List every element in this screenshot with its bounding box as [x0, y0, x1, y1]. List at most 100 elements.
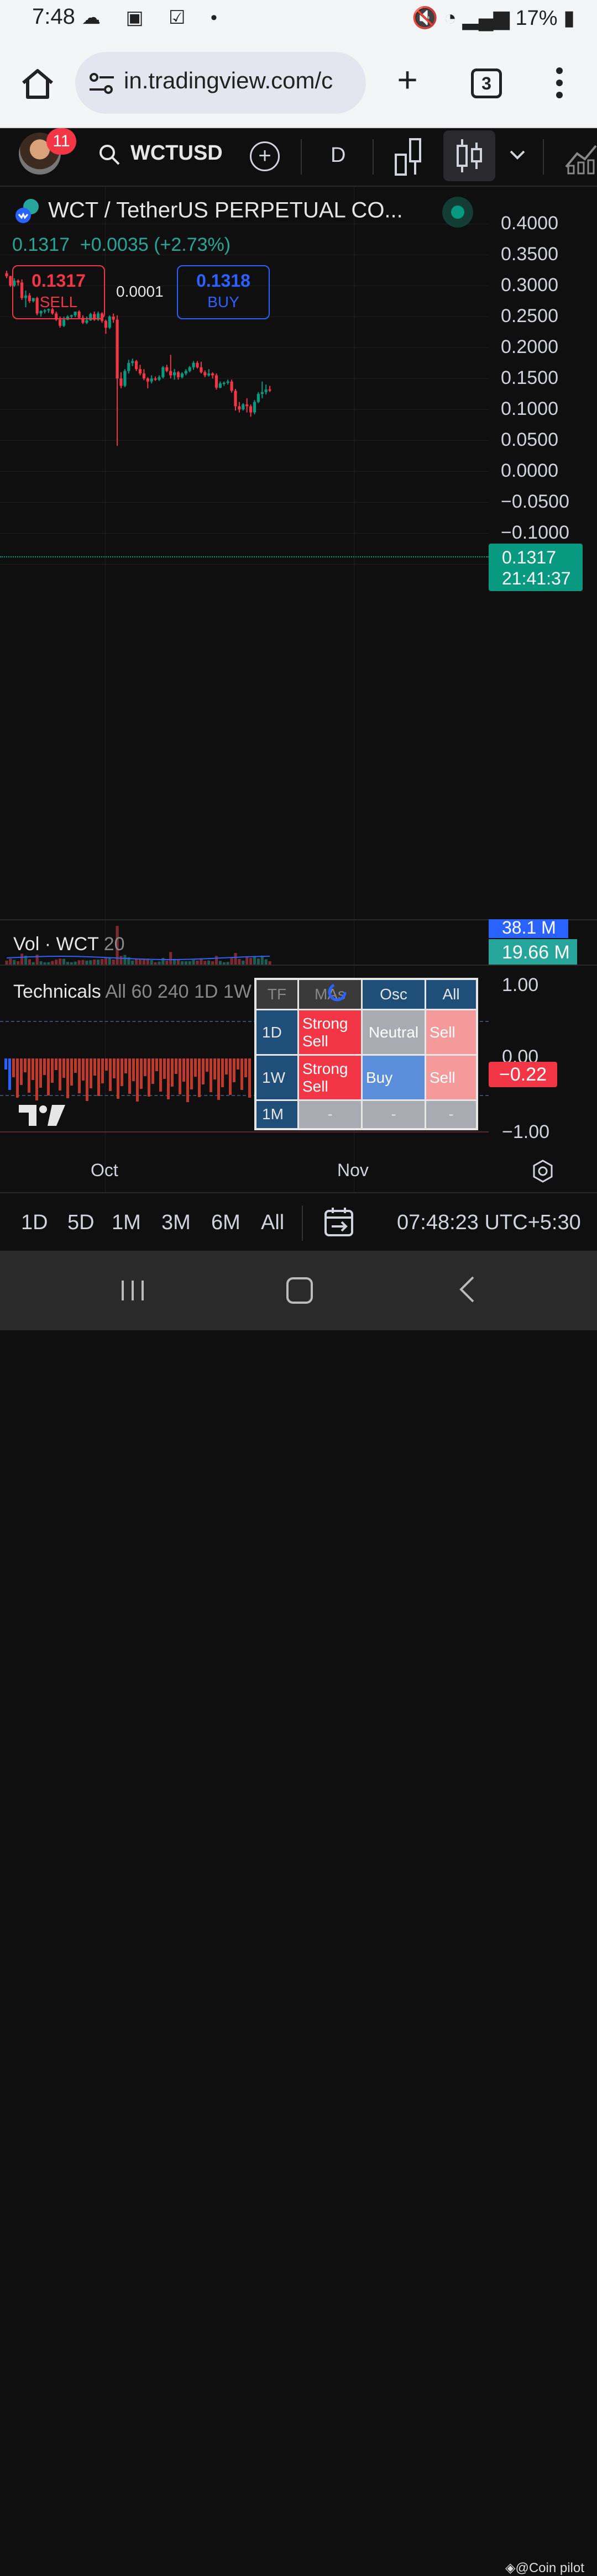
volume-bar [184, 961, 187, 965]
home-nav-icon[interactable] [286, 1277, 313, 1304]
candle-body [226, 381, 229, 383]
watermark: ◈@Coin pilot [505, 2560, 584, 2576]
candle-body [142, 373, 145, 378]
site-settings-icon[interactable] [88, 72, 115, 96]
symbol-search[interactable]: WCTUSD [130, 141, 223, 165]
technicals-bar [39, 1058, 42, 1088]
volume-bar [119, 956, 123, 965]
volume-bar [203, 961, 207, 965]
technicals-bar [210, 1058, 212, 1092]
time-axis-nov: Nov [337, 1160, 369, 1180]
browser-menu-icon[interactable] [553, 65, 566, 101]
candle-body [146, 378, 149, 382]
signal-icon: ▂▄▆ [462, 7, 510, 30]
volume-bar [264, 959, 268, 965]
technicals-table: TF MAs Osc All 1D Strong Sell Neutral Se… [254, 978, 478, 1130]
tab-switcher-button[interactable]: 3 [471, 69, 502, 98]
candle-body [24, 295, 28, 298]
pane-divider[interactable] [0, 965, 597, 966]
candle-body [9, 276, 12, 286]
candle-body [268, 389, 271, 391]
candle-body [77, 312, 81, 318]
go-to-date-icon[interactable] [324, 1207, 354, 1237]
technicals-bar [194, 1058, 197, 1077]
last-price: 0.1317 [12, 234, 70, 255]
candle-body [211, 373, 214, 376]
url-text[interactable]: in.tradingview.com/c [124, 67, 333, 93]
status-time: 7:48 [32, 4, 75, 29]
volume-bar [5, 960, 8, 965]
sell-button[interactable]: 0.1317 SELL [12, 265, 105, 319]
volume-bar [104, 957, 107, 965]
volume-bar [150, 960, 153, 965]
candlestick-chart[interactable] [0, 187, 489, 920]
row-tf: 1W [254, 1054, 299, 1101]
range-5d[interactable]: 5D [67, 1211, 95, 1234]
compare-add-button[interactable]: + [250, 141, 280, 171]
search-icon[interactable] [98, 144, 121, 166]
tech-axis-top: 1.00 [502, 974, 539, 995]
candle-body [256, 394, 260, 402]
grid-line [0, 471, 489, 472]
symbol-title[interactable]: WCT / TetherUS PERPETUAL CO... [48, 198, 403, 223]
candle-body [165, 367, 169, 371]
home-icon[interactable] [20, 66, 55, 102]
candle-body [5, 273, 8, 277]
volume-bar [89, 960, 92, 965]
grid-line [0, 347, 489, 348]
market-status-icon[interactable] [442, 197, 473, 228]
volume-bar [62, 958, 66, 965]
technicals-bar [62, 1058, 65, 1078]
range-6m[interactable]: 6M [211, 1211, 240, 1234]
candle-body [81, 318, 85, 323]
range-all[interactable]: All [261, 1211, 285, 1234]
volume-legend[interactable]: Vol · WCT 20 [13, 934, 125, 955]
volume-bar [249, 958, 253, 965]
watermark-text: Coin pilot [528, 2561, 584, 2575]
new-tab-button[interactable]: + [397, 60, 418, 99]
technicals-bar [8, 1058, 11, 1090]
technicals-bar [182, 1058, 185, 1082]
bar-chart-type-icon[interactable] [394, 136, 427, 177]
interval-button[interactable]: D [331, 144, 346, 167]
candle-body [55, 313, 58, 320]
range-3m[interactable]: 3M [161, 1211, 191, 1234]
range-1d[interactable]: 1D [21, 1211, 48, 1234]
volume-bar [127, 957, 130, 965]
volume-bar [51, 961, 54, 965]
volume-length: 20 [103, 934, 125, 955]
technicals-bar [136, 1058, 139, 1102]
technicals-bar [117, 1058, 119, 1099]
volume-bar [242, 960, 245, 965]
recent-apps-icon[interactable] [121, 1279, 145, 1302]
volume-bar [32, 962, 35, 965]
candle-body [28, 295, 31, 301]
technicals-bar [225, 1058, 228, 1074]
area-chart-icon[interactable] [565, 139, 597, 175]
technicals-bar [132, 1058, 135, 1081]
range-1m[interactable]: 1M [112, 1211, 141, 1234]
volume-bar [214, 956, 218, 965]
candles-chart-type-button[interactable] [443, 130, 495, 181]
technicals-bar [109, 1058, 112, 1091]
candle-body [66, 317, 69, 320]
candle-body [47, 309, 50, 310]
volume-histogram [5, 926, 271, 965]
table-row: 1W Strong Sell Buy Sell [254, 1054, 478, 1101]
chart-settings-icon[interactable] [531, 1159, 555, 1183]
technicals-bar [237, 1058, 239, 1070]
volume-bar [161, 958, 165, 965]
technicals-legend[interactable]: Technicals All 60 240 1D 1W 1M [13, 981, 283, 1003]
chevron-down-icon[interactable] [509, 148, 526, 161]
buy-button[interactable]: 0.1318 BUY [177, 265, 270, 319]
candle-body [169, 371, 172, 376]
volume-bar [55, 960, 58, 965]
symbol-title-row: WCT / TetherUS PERPETUAL CO... [12, 197, 403, 226]
volume-bar [238, 958, 241, 965]
candle-body [35, 298, 39, 314]
pane-divider[interactable] [0, 919, 597, 920]
back-icon[interactable] [459, 1276, 475, 1303]
refresh-icon [328, 983, 347, 1002]
url-bar[interactable]: in.tradingview.com/c [75, 52, 366, 114]
timezone-clock[interactable]: 07:48:23 UTC+5:30 [397, 1211, 581, 1234]
